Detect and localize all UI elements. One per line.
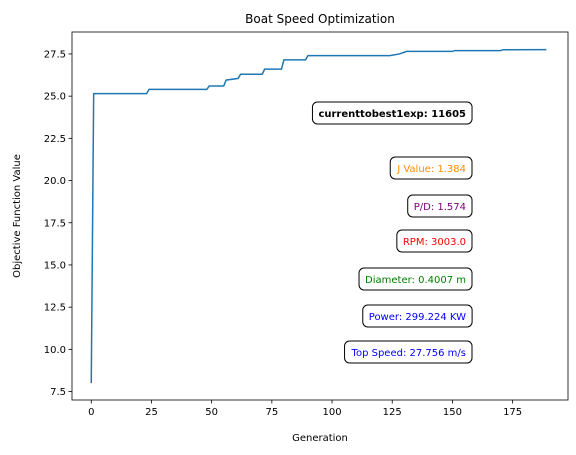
annotation-text: Diameter: 0.4007 m xyxy=(365,275,466,286)
annotation-text: Top Speed: 27.756 m/s xyxy=(351,348,466,359)
x-tick-label: 75 xyxy=(265,407,278,418)
annotation-frame xyxy=(358,267,473,291)
annotation-box: Diameter: 0.4007 m xyxy=(358,267,473,291)
annotation-text: J Value: 1.384 xyxy=(396,164,466,175)
annotation-box: Power: 299.224 KW xyxy=(362,304,473,328)
x-tick-label: 125 xyxy=(383,407,402,418)
x-tick-label: 25 xyxy=(145,407,158,418)
plot-frame xyxy=(71,31,569,401)
plot-area xyxy=(90,48,547,384)
annotation-box: currenttobest1exp: 11605 xyxy=(311,101,473,125)
y-tick-label: 7.5 xyxy=(50,387,66,398)
x-tick-label: 0 xyxy=(88,407,94,418)
annotation-text: RPM: 3003.0 xyxy=(403,237,466,248)
y-tick-label: 10.0 xyxy=(44,345,66,356)
annotation-text: currenttobest1exp: 11605 xyxy=(318,109,466,120)
annotation-frame xyxy=(362,304,473,328)
annotation-box: J Value: 1.384 xyxy=(389,156,473,180)
annotation-frame xyxy=(389,156,473,180)
y-axis-ticks: 7.5 10.0 12.5 15.0 17.5 20.0 22.5 25.0 27.5 xyxy=(44,49,72,398)
y-axis-label: Objective Function Value xyxy=(12,154,23,278)
annotation-frame xyxy=(396,229,473,253)
annotation-frame xyxy=(344,340,473,364)
y-tick-label: 25.0 xyxy=(44,92,66,103)
y-tick-label: 12.5 xyxy=(44,303,66,314)
annotation-frame xyxy=(407,194,473,218)
x-axis-label: Generation xyxy=(292,433,348,444)
annotation-box: P/D: 1.574 xyxy=(407,194,473,218)
y-tick-label: 22.5 xyxy=(44,134,66,145)
y-tick-label: 15.0 xyxy=(44,260,66,271)
annotation-box: Top Speed: 27.756 m/s xyxy=(344,340,473,364)
annotation-text: Power: 299.224 KW xyxy=(369,312,466,323)
x-axis-ticks: 0 25 50 75 100 125 150 175 xyxy=(88,400,522,418)
y-tick-label: 27.5 xyxy=(44,49,66,60)
x-tick-label: 100 xyxy=(322,407,341,418)
series-line xyxy=(90,48,547,384)
x-tick-label: 150 xyxy=(443,407,462,418)
annotation-box: RPM: 3003.0 xyxy=(396,229,473,253)
chart-title: Boat Speed Optimization xyxy=(245,12,395,26)
annotation-text: P/D: 1.574 xyxy=(414,202,466,213)
y-tick-label: 17.5 xyxy=(44,218,66,229)
x-tick-label: 175 xyxy=(503,407,522,418)
annotation-frame xyxy=(311,101,473,125)
x-tick-label: 50 xyxy=(205,407,218,418)
annotations: currenttobest1exp: 11605 J Value: 1.384 P/… xyxy=(311,101,473,364)
y-tick-label: 20.0 xyxy=(44,176,66,187)
